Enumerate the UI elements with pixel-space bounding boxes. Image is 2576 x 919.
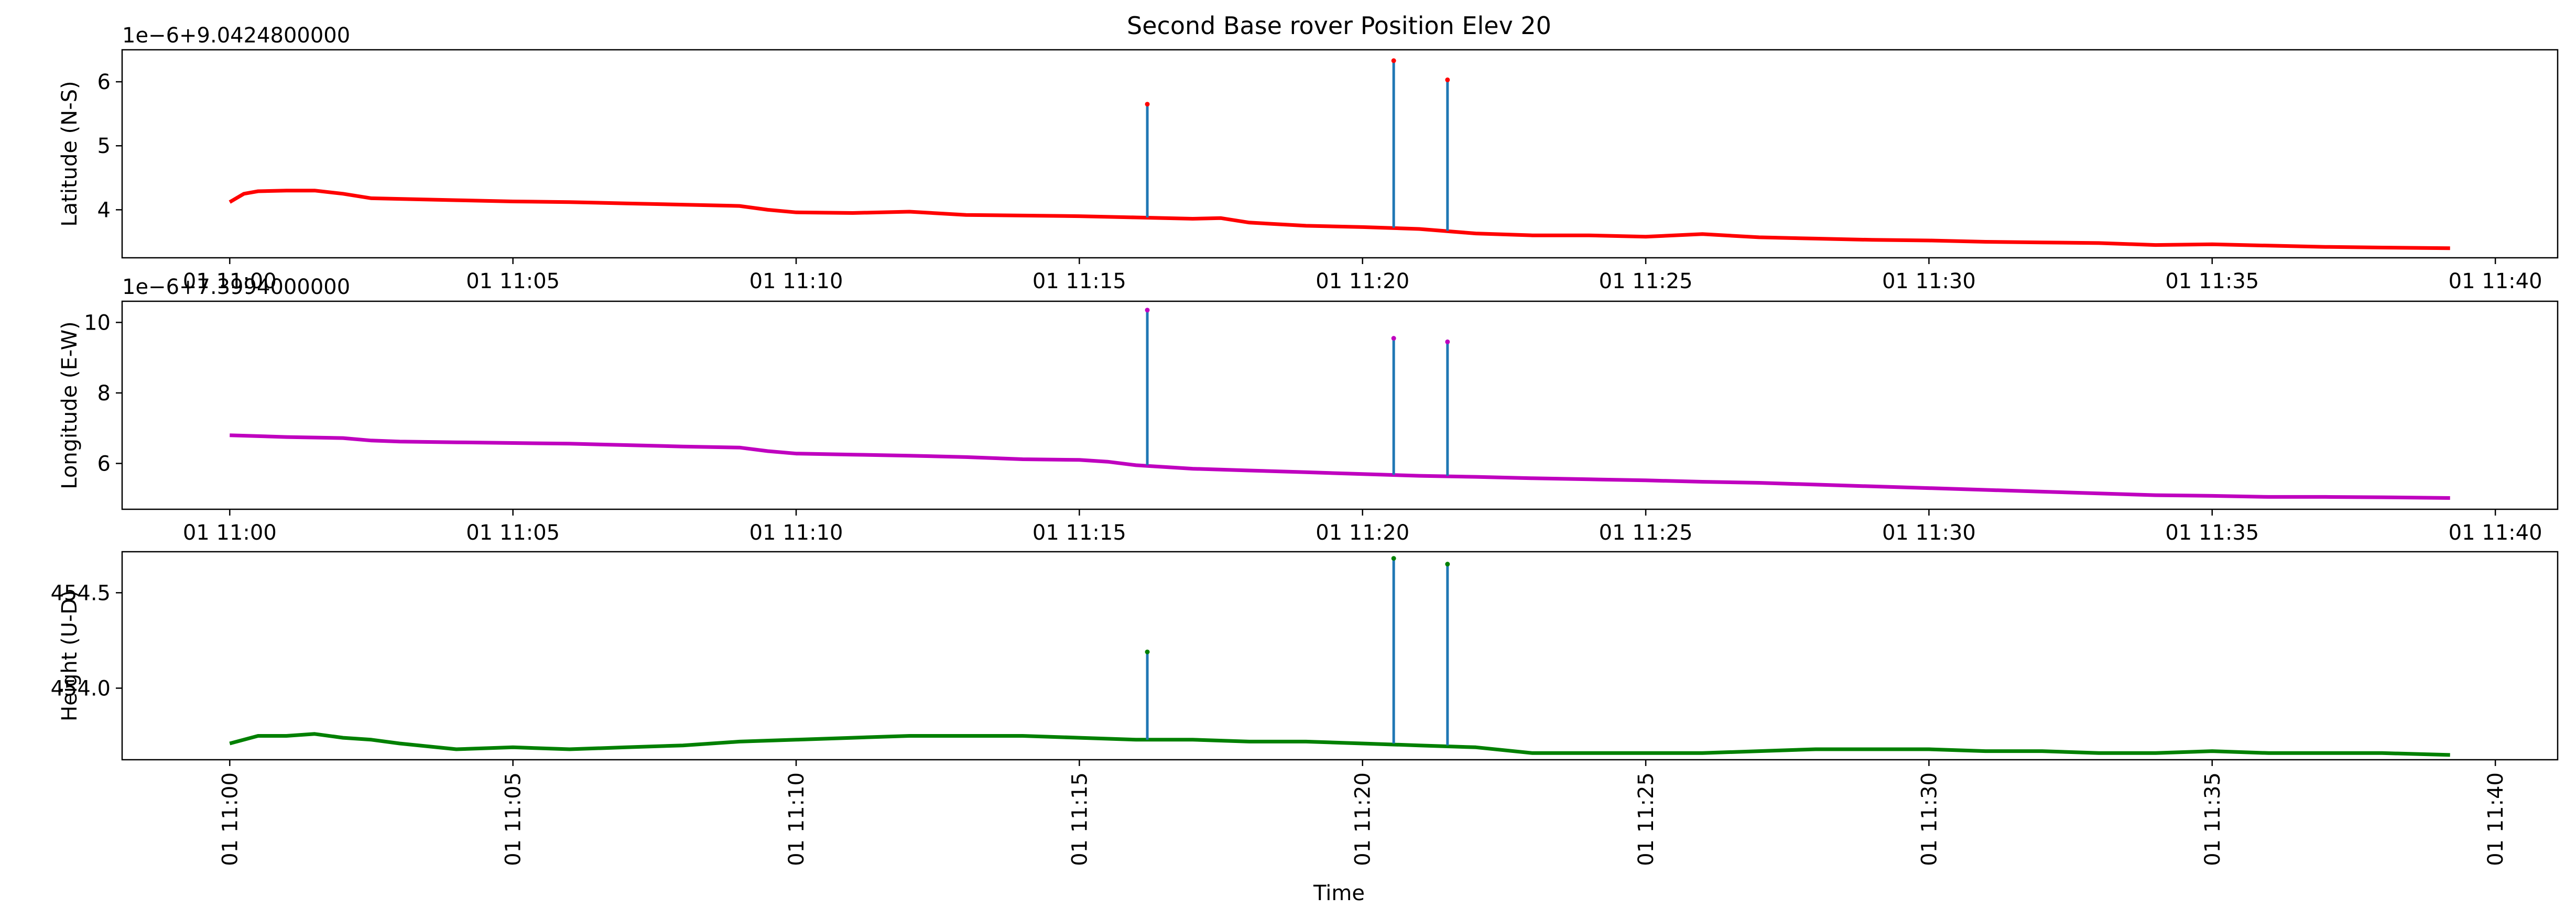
figure-title: Second Base rover Position Elev 20 <box>1127 12 1551 40</box>
series-line-1-1 <box>229 189 2450 250</box>
x-axis-label: Time <box>1313 881 1365 905</box>
y-axis-label-3: Height (U-D) <box>58 590 82 721</box>
offset-text-2: 1e−6+7.3994000000 <box>122 275 350 299</box>
axes-frame-1 <box>121 49 2559 259</box>
offset-text-1: 1e−6+9.0424800000 <box>122 24 350 48</box>
spike-peak-marker-3-1 <box>1145 649 1150 654</box>
spike-peak-marker-2-3 <box>1445 339 1450 344</box>
y-tick-label-2-3: 10 <box>84 311 111 335</box>
x-tick-label-2-5: 01 11:20 <box>1316 521 1409 545</box>
x-tick-label-1-6: 01 11:25 <box>1599 269 1693 293</box>
x-tick-label-1-3: 01 11:10 <box>749 269 843 293</box>
x-tick-label-2-2: 01 11:05 <box>466 521 560 545</box>
y-tick-label-1-1: 4 <box>97 198 111 222</box>
spike-peak-marker-2-2 <box>1391 336 1396 341</box>
spike-peak-marker-3-2 <box>1391 556 1396 561</box>
series-line-2-1 <box>230 433 2450 500</box>
x-tick-label-3-5: 01 11:20 <box>1351 772 1375 866</box>
x-tick-label-1-7: 01 11:30 <box>1882 269 1976 293</box>
spike-peak-marker-1-1 <box>1145 102 1150 107</box>
spike-peak-marker-3-3 <box>1445 562 1450 567</box>
x-tick-label-3-4: 01 11:15 <box>1068 772 1092 866</box>
spike-peak-marker-1-2 <box>1391 58 1396 63</box>
y-tick-label-3-2: 454.5 <box>50 581 111 605</box>
x-tick-label-1-9: 01 11:40 <box>2449 269 2542 293</box>
x-tick-label-3-9: 01 11:40 <box>2484 772 2508 866</box>
y-tick-label-1-2: 5 <box>97 134 111 158</box>
x-tick-label-1-8: 01 11:35 <box>2165 269 2259 293</box>
y-tick-label-2-1: 6 <box>97 452 111 476</box>
y-axis-label-2: Longitude (E-W) <box>58 321 82 489</box>
axes-frame-2 <box>121 300 2559 510</box>
x-tick-label-3-1: 01 11:00 <box>218 772 242 866</box>
x-tick-label-2-3: 01 11:10 <box>749 521 843 545</box>
x-tick-label-3-7: 01 11:30 <box>1917 772 1941 866</box>
axes-layer: 4 5 6 01 11:00 01 11:05 01 11:10 01 11:15 01 11… <box>50 24 2559 866</box>
y-tick-label-2-2: 8 <box>97 381 111 406</box>
spike-peak-marker-2-1 <box>1145 308 1150 313</box>
x-tick-label-2-9: 01 11:40 <box>2449 521 2542 545</box>
x-tick-label-3-3: 01 11:10 <box>785 772 809 866</box>
y-axis-label-1: Latitude (N-S) <box>58 81 82 226</box>
x-tick-label-2-8: 01 11:35 <box>2165 521 2259 545</box>
x-tick-label-1-1: 01 11:00 <box>183 269 277 293</box>
x-tick-label-3-6: 01 11:25 <box>1634 772 1658 866</box>
x-tick-label-1-2: 01 11:05 <box>466 269 560 293</box>
x-tick-label-3-2: 01 11:05 <box>502 772 526 866</box>
y-tick-label-1-3: 6 <box>97 70 111 94</box>
series-line-3-1 <box>229 732 2450 757</box>
x-tick-label-1-5: 01 11:20 <box>1316 269 1409 293</box>
x-tick-label-2-7: 01 11:30 <box>1882 521 1976 545</box>
spike-peak-marker-1-3 <box>1445 77 1450 82</box>
x-tick-label-1-4: 01 11:15 <box>1032 269 1126 293</box>
subplot-2: 6 8 10 01 11:00 01 11:05 01 11:10 01 11:15 01 1… <box>58 275 2559 545</box>
x-tick-label-3-8: 01 11:35 <box>2201 772 2225 866</box>
y-tick-label-3-1: 454.0 <box>50 676 111 701</box>
subplot-1: 4 5 6 01 11:00 01 11:05 01 11:10 01 11:15 01 11… <box>58 24 2559 293</box>
subplot-3: 454.0 454.5 01 11:00 01 11:05 01 11:10 01 11:… <box>50 551 2559 866</box>
x-tick-label-2-1: 01 11:00 <box>183 521 277 545</box>
x-tick-label-2-4: 01 11:15 <box>1032 521 1126 545</box>
x-tick-label-2-6: 01 11:25 <box>1599 521 1693 545</box>
axes-frame-3 <box>121 551 2559 761</box>
